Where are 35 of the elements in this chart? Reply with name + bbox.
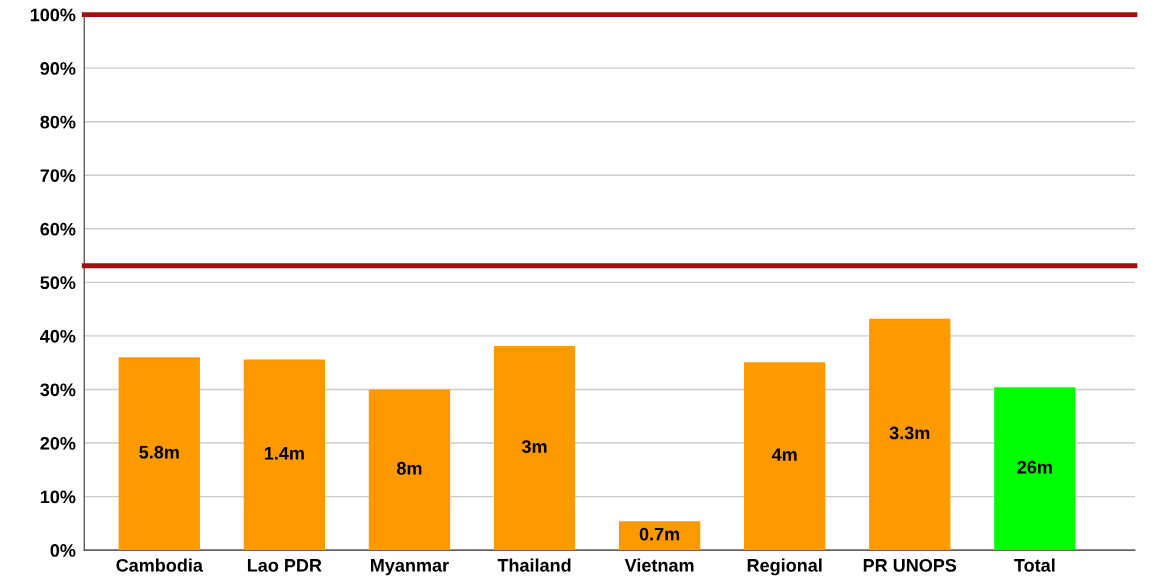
- x-tick-label: Total: [1014, 558, 1055, 572]
- annotation: 5.8m: [139, 445, 179, 459]
- x-tick-label: Regional: [747, 558, 822, 576]
- annotation: 4m: [771, 448, 797, 461]
- bar: [744, 362, 826, 551]
- annotation: 1.4m: [264, 447, 304, 460]
- y-tick-label: 0%: [50, 544, 76, 557]
- y-tick-label: 60%: [40, 222, 76, 236]
- annotation: 3m: [521, 440, 547, 453]
- y-tick-label: 90%: [40, 62, 76, 75]
- bar: [368, 389, 451, 551]
- bar: [869, 318, 951, 551]
- y-tick-label: 70%: [40, 169, 76, 182]
- bar: [618, 521, 701, 551]
- y-tick-label: 100%: [30, 8, 76, 22]
- y-tick-label: 30%: [40, 383, 76, 397]
- bar: [118, 357, 200, 551]
- y-tick-label: 40%: [40, 329, 76, 343]
- x-tick-label: PR UNOPS: [863, 558, 957, 572]
- x-tick-label: Lao PDR: [247, 559, 322, 572]
- x-tick-label: Vietnam: [624, 558, 694, 572]
- y-tick-label: 10%: [40, 490, 76, 504]
- x-tick-label: Cambodia: [116, 558, 204, 572]
- y-tick-label: 20%: [40, 436, 76, 450]
- bar: [994, 387, 1076, 551]
- bar: [493, 346, 576, 551]
- y-tick-label: 50%: [40, 276, 76, 290]
- annotation: 26m: [1017, 460, 1052, 474]
- x-tick-label: Myanmar: [371, 559, 449, 576]
- annotation: 3.3m: [889, 426, 930, 440]
- annotation: 8m: [396, 461, 422, 475]
- y-tick-label: 80%: [40, 115, 76, 129]
- annotation: 0.7m: [639, 527, 680, 541]
- x-tick-label: Thailand: [497, 558, 571, 572]
- bar: [243, 359, 326, 551]
